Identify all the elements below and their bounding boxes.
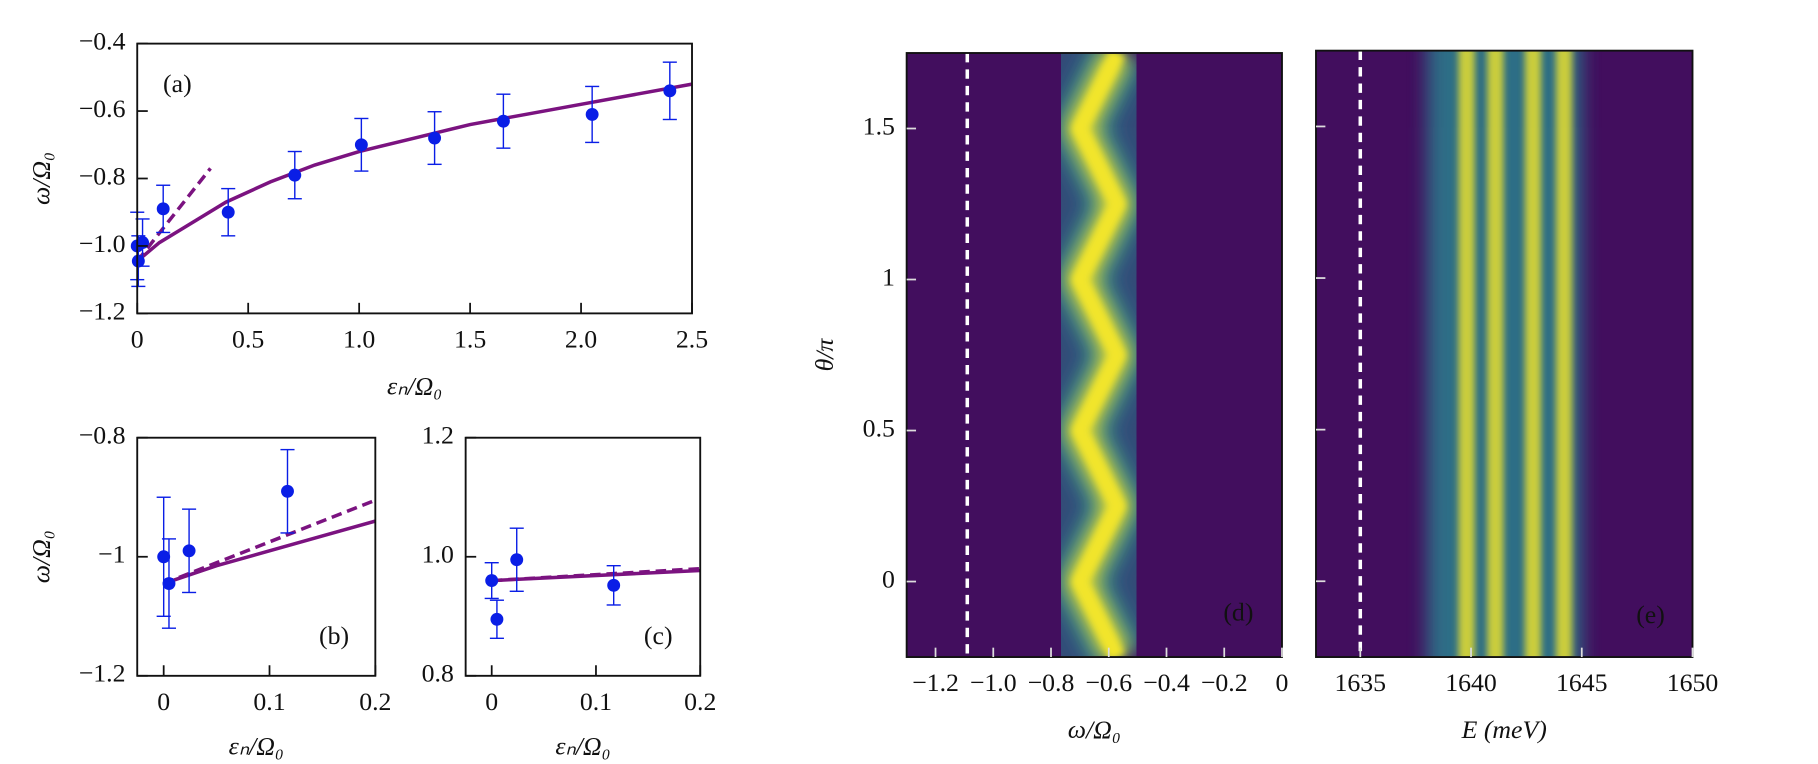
y-tick-label: −0.6: [79, 94, 126, 123]
x-tick-label: 0: [485, 687, 498, 716]
point: [156, 202, 170, 216]
streak: [1555, 50, 1573, 658]
x-tick-label: −0.2: [1201, 668, 1248, 697]
streak: [1524, 50, 1542, 658]
panel: 0 0.5 1.0 1.5 2.0 2.5 −1.2 −1.0 −0.8 −0.6 −0.4 εₙ/Ω…: [26, 27, 708, 401]
x-tick-label: 1645: [1556, 668, 1608, 697]
x-tick-label: 0.5: [232, 324, 264, 353]
x-tick-label: 1650: [1667, 668, 1719, 697]
x-tick-label: 2.0: [565, 324, 597, 353]
x-tick-label: 1.5: [454, 324, 486, 353]
streak: [1487, 50, 1504, 658]
plot-area: [906, 53, 1282, 658]
y-tick-label: −0.8: [79, 421, 126, 450]
panel: 1635 1640 1645 1650 E (meV) (e): [1315, 49, 1719, 744]
ridge: [1071, 53, 1126, 658]
curve: [491, 566, 701, 583]
x-tick-label: 1640: [1445, 668, 1497, 697]
point: [182, 544, 196, 558]
y-axis-label: θ/π: [810, 338, 839, 372]
curve: [163, 519, 376, 586]
x-axis-label: E (meV): [1461, 715, 1547, 744]
plot-area: [1315, 50, 1693, 658]
x-tick-label: 1635: [1334, 668, 1386, 697]
plot-area: [163, 498, 376, 586]
curve: [163, 498, 376, 586]
x-tick-label: 0.2: [684, 687, 716, 716]
y-tick-label: 0: [882, 564, 895, 593]
streak: [1458, 50, 1475, 658]
x-axis-label: εₙ/Ω₀: [229, 731, 284, 760]
point: [162, 577, 176, 590]
panel: −1.2 −1.0 −0.8 −0.6 −0.4 −0.2 0 0 0.5 1 1.5 ω/Ω₀ θ/π…: [810, 52, 1289, 744]
x-tick-label: 0.1: [253, 687, 285, 716]
y-axis-label: ω/Ω₀: [26, 530, 55, 583]
curve: [137, 82, 693, 263]
point: [281, 484, 294, 498]
x-tick-label: −0.6: [1085, 668, 1132, 697]
point: [585, 107, 599, 121]
point: [288, 168, 302, 182]
axes-frame: [1315, 49, 1694, 658]
y-tick-label: 0.8: [422, 659, 454, 688]
panel: 0 0.1 0.2 −1.2 −1 −0.8 εₙ/Ω₀ ω/Ω₀ (b): [26, 421, 391, 761]
x-axis-label: εₙ/Ω₀: [387, 371, 442, 400]
y-tick-label: −1.2: [79, 296, 126, 325]
x-axis-label: εₙ/Ω₀: [555, 731, 610, 760]
point: [221, 205, 235, 219]
panel-label: (d): [1223, 598, 1253, 627]
x-tick-label: −0.8: [1028, 668, 1075, 697]
x-tick-label: 2.5: [676, 324, 708, 353]
panel: 0 0.1 0.2 0.8 1.0 1.2 εₙ/Ω₀ (c): [422, 421, 717, 761]
axes-frame: [905, 52, 1283, 658]
y-tick-label: −0.4: [79, 27, 126, 56]
x-tick-label: −0.4: [1143, 668, 1190, 697]
panel-label: (a): [163, 69, 192, 98]
x-tick-label: 0.2: [359, 687, 391, 716]
point: [157, 550, 171, 564]
x-tick-label: 0: [157, 687, 170, 716]
y-tick-label: −1.0: [79, 229, 126, 258]
y-tick-label: 1: [882, 262, 895, 291]
x-tick-label: 0: [1276, 668, 1289, 697]
point: [663, 84, 677, 98]
y-tick-label: 0.5: [863, 413, 895, 442]
x-tick-label: 1.0: [343, 324, 375, 353]
y-tick-label: −0.8: [79, 161, 126, 190]
axes-frame: [136, 42, 693, 315]
y-tick-label: 1.2: [422, 421, 454, 450]
x-tick-label: 0: [131, 324, 144, 353]
y-tick-label: −1: [98, 540, 125, 569]
point: [490, 612, 504, 626]
point: [510, 553, 524, 567]
point: [354, 138, 368, 152]
curve: [137, 167, 212, 263]
y-tick-label: −1.2: [79, 659, 126, 688]
panel-label: (b): [319, 621, 349, 650]
y-tick-label: 1.0: [422, 540, 454, 569]
point: [485, 574, 499, 588]
point: [607, 578, 621, 592]
y-tick-label: 1.5: [863, 111, 895, 140]
point: [428, 131, 442, 145]
x-tick-label: −1.0: [970, 668, 1017, 697]
panel-label: (c): [644, 621, 673, 650]
x-axis-label: ω/Ω₀: [1068, 715, 1121, 744]
point: [131, 254, 145, 268]
y-axis-label: ω/Ω₀: [26, 152, 55, 205]
plot-area: [137, 82, 693, 263]
point: [496, 114, 510, 128]
x-tick-label: −1.2: [912, 668, 959, 697]
panel-label: (e): [1636, 600, 1665, 629]
x-tick-label: 0.1: [580, 687, 612, 716]
plot-area: [491, 566, 701, 583]
